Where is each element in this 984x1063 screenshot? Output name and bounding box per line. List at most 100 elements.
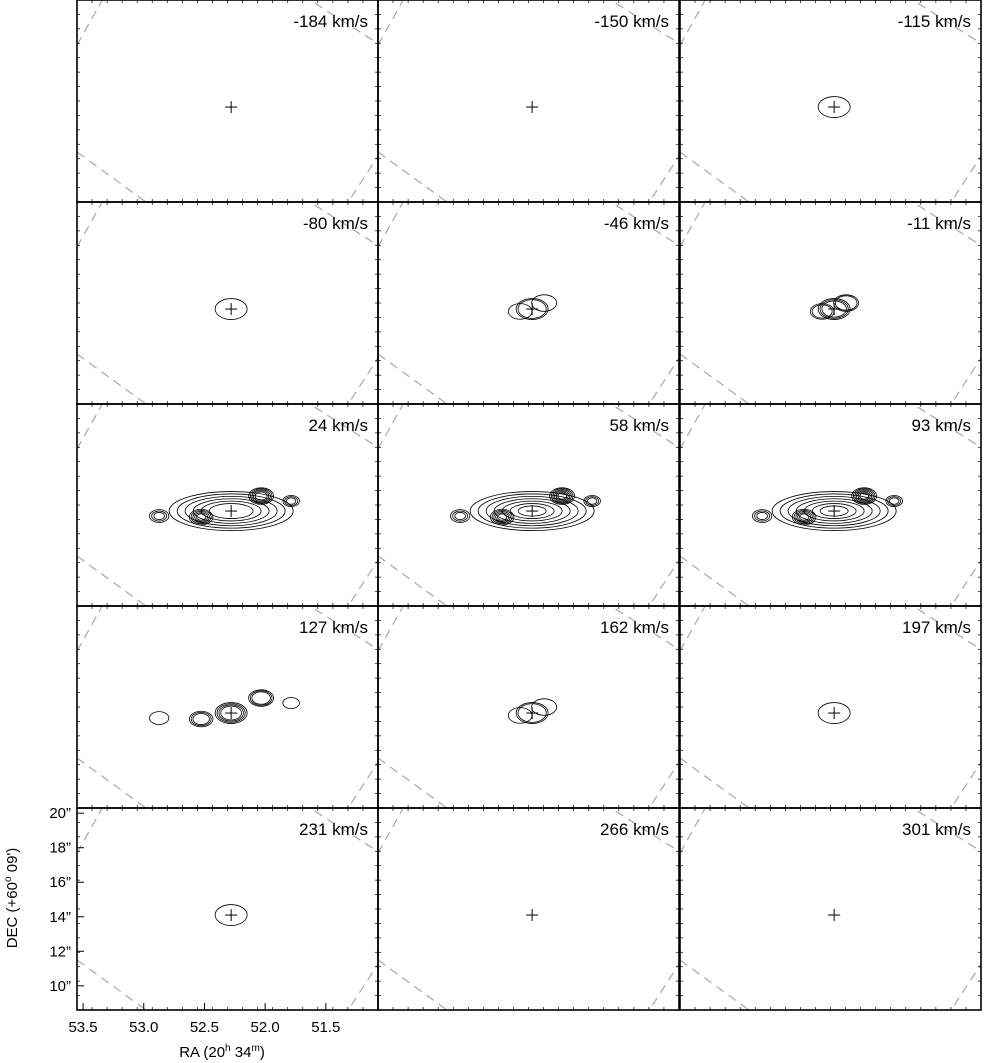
contour-level — [249, 690, 273, 706]
contour-level — [854, 489, 874, 503]
contour-level — [531, 294, 558, 312]
velocity-label: -115 km/s — [898, 12, 971, 31]
contour-level — [149, 509, 170, 523]
dashed-line — [680, 555, 750, 606]
velocity-label: 24 km/s — [308, 416, 368, 435]
contour-level — [491, 509, 513, 525]
y-tick-label: 14” — [49, 909, 71, 926]
contour-level — [469, 491, 595, 531]
dashed-line — [609, 202, 679, 247]
contour-level — [168, 491, 294, 531]
dashed-line — [378, 0, 404, 46]
contour-level — [517, 299, 547, 319]
x-tick-label: 52.0 — [251, 1019, 280, 1036]
dashed-line — [378, 404, 404, 450]
channel-panel: 162 km/s — [377, 605, 680, 809]
dashed-line — [347, 559, 378, 606]
contour-level — [485, 495, 579, 527]
velocity-label: 301 km/s — [902, 820, 971, 839]
dashed-line — [911, 606, 981, 651]
dashed-line — [680, 151, 750, 202]
x-axis: 53.5 53.0 52.5 52.0 51.5 — [68, 1003, 340, 1036]
contour-level — [249, 488, 273, 504]
dashed-line — [308, 606, 378, 651]
dashed-line — [77, 353, 147, 404]
dashed-line — [308, 808, 378, 853]
velocity-label: -11 km/s — [907, 214, 971, 233]
dashed-line — [609, 404, 679, 449]
dashed-line — [911, 404, 981, 449]
channel-panel: 93 km/s — [679, 403, 982, 607]
channel-panel: -80 km/s — [76, 201, 379, 405]
dashed-line — [680, 404, 706, 450]
dashed-line — [648, 963, 679, 1010]
dashed-line — [911, 0, 981, 45]
contour-level — [214, 904, 248, 926]
channel-panel: -115 km/s — [679, 0, 982, 203]
contour-level — [220, 705, 242, 721]
contour-level — [859, 492, 869, 500]
y-tick-label: 12” — [49, 943, 71, 960]
y-tick-label: 16” — [49, 874, 71, 891]
dashed-line — [378, 757, 448, 808]
contour-level — [248, 487, 275, 505]
dashed-line — [77, 404, 103, 450]
contour-level — [497, 513, 508, 521]
contour-level — [192, 511, 210, 523]
channel-panel: -46 km/s — [377, 201, 680, 405]
dashed-line — [680, 808, 706, 854]
velocity-label: -46 km/s — [604, 214, 669, 233]
contour-level — [819, 299, 849, 319]
dashed-line — [308, 404, 378, 449]
dashed-line — [308, 0, 378, 45]
contour-level — [856, 490, 873, 502]
channel-panel: 197 km/s — [679, 605, 982, 809]
channel-panel: 231 km/s — [76, 807, 379, 1011]
contour-level — [885, 495, 903, 507]
contour-level — [787, 495, 881, 527]
contour-level — [752, 509, 773, 523]
contour-level — [833, 294, 860, 312]
velocity-label: 266 km/s — [600, 820, 669, 839]
contour-level — [797, 512, 811, 522]
contour-level — [501, 500, 563, 522]
contour-level — [248, 689, 275, 707]
dashed-line — [950, 761, 981, 808]
channel-panel: -11 km/s — [679, 201, 982, 405]
contour-level — [176, 493, 286, 529]
dashed-line — [648, 357, 679, 404]
velocity-label: -80 km/s — [303, 214, 368, 233]
dashed-line — [77, 757, 147, 808]
y-axis-title: DEC (+60o 09') — [3, 848, 21, 949]
y-tick-label: 10” — [49, 978, 71, 995]
velocity-label: 127 km/s — [299, 618, 368, 637]
contour-level — [489, 508, 515, 526]
contour-level — [188, 508, 214, 526]
emission-contours — [817, 96, 851, 118]
contour-level — [852, 488, 876, 504]
contour-level — [450, 509, 471, 523]
dashed-line — [347, 357, 378, 404]
emission-contours — [214, 298, 248, 320]
contour-level — [153, 512, 165, 521]
contour-level — [549, 487, 576, 505]
velocity-label: 197 km/s — [902, 618, 971, 637]
dashed-line — [950, 357, 981, 404]
dashed-line — [680, 202, 706, 248]
contour-level — [507, 707, 533, 724]
contour-level — [507, 303, 533, 320]
dashed-line — [347, 963, 378, 1010]
dashed-line — [378, 808, 404, 854]
panel-grid: -184 km/s -150 km/s -115 km/s -80 km/s -46 k… — [76, 0, 982, 1011]
emission-contours — [752, 487, 903, 531]
dashed-line — [680, 757, 750, 808]
contour-level — [251, 489, 271, 503]
dashed-line — [950, 559, 981, 606]
contour-level — [515, 298, 549, 320]
dashed-line — [347, 155, 378, 202]
velocity-label: -150 km/s — [594, 12, 669, 31]
dashed-line — [378, 353, 448, 404]
contour-level — [583, 495, 601, 507]
contour-level — [793, 509, 815, 525]
channel-panel: 301 km/s — [679, 807, 982, 1011]
